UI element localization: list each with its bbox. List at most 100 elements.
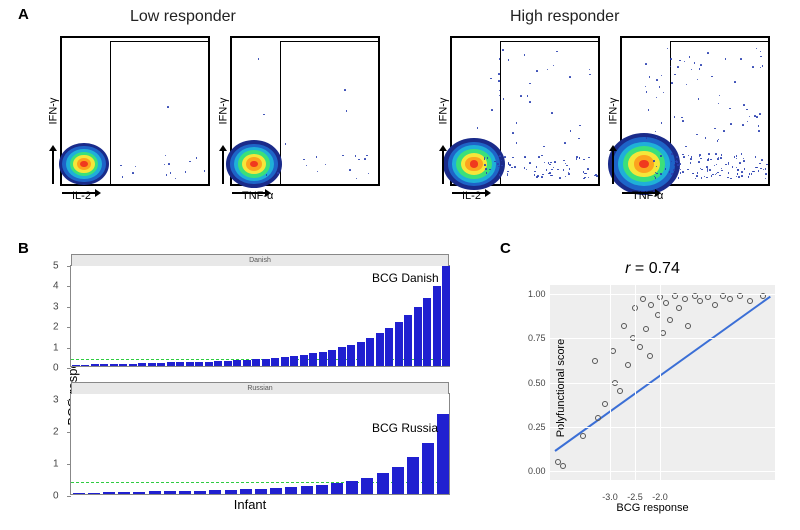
flow-event bbox=[648, 109, 650, 111]
bar bbox=[385, 328, 393, 366]
panel-c-area: r = 0.74 BCG response Polyfunctional sco… bbox=[520, 255, 785, 510]
scatter-point bbox=[712, 302, 718, 308]
bar bbox=[81, 365, 89, 366]
flow-event bbox=[667, 48, 669, 50]
bar bbox=[233, 360, 241, 366]
flow-event bbox=[683, 156, 685, 158]
subplot-header: Russian bbox=[71, 382, 449, 394]
flow-event bbox=[529, 101, 531, 103]
flow-event bbox=[568, 173, 570, 175]
flow-event bbox=[579, 157, 581, 159]
bar bbox=[205, 362, 213, 366]
bar bbox=[224, 361, 232, 366]
bar bbox=[433, 286, 441, 366]
flow-event bbox=[536, 70, 538, 72]
flow-event bbox=[705, 137, 707, 139]
flow-event bbox=[529, 162, 531, 164]
c-ytick: 0.25 bbox=[528, 422, 546, 432]
flow-event bbox=[671, 173, 673, 175]
bar bbox=[118, 492, 130, 494]
bar bbox=[100, 364, 108, 366]
scatter-point bbox=[560, 463, 566, 469]
bar bbox=[376, 333, 384, 366]
flow-event bbox=[509, 164, 511, 166]
flow-event bbox=[659, 86, 661, 88]
bar bbox=[319, 352, 327, 366]
bar bbox=[103, 492, 115, 494]
scatter-point bbox=[747, 298, 753, 304]
bar bbox=[377, 473, 389, 494]
bar bbox=[110, 364, 118, 366]
flow-event bbox=[576, 156, 578, 158]
gate-box bbox=[110, 41, 209, 185]
bar bbox=[290, 356, 298, 366]
y-tick: 2 bbox=[53, 322, 59, 333]
bar bbox=[301, 486, 313, 494]
flow-event bbox=[761, 159, 763, 161]
flow-event bbox=[564, 142, 566, 144]
flow-event bbox=[550, 175, 552, 177]
flow-event bbox=[707, 159, 709, 161]
density-layer bbox=[80, 161, 87, 167]
flow-event bbox=[499, 155, 501, 157]
flow-event bbox=[707, 52, 709, 54]
flow-event bbox=[661, 75, 663, 77]
flow-event bbox=[516, 122, 518, 124]
scatter-point bbox=[592, 358, 598, 364]
flow-plot: IFN-γTNF-α bbox=[230, 36, 380, 186]
flow-event bbox=[696, 175, 698, 177]
flow-event bbox=[682, 171, 684, 173]
flow-event bbox=[730, 123, 732, 125]
scatter-point bbox=[727, 296, 733, 302]
bar bbox=[300, 355, 308, 366]
c-ytick: 0.75 bbox=[528, 333, 546, 343]
flow-event bbox=[507, 171, 509, 173]
flow-event bbox=[751, 173, 753, 175]
scatter-point bbox=[617, 388, 623, 394]
flow-event bbox=[697, 172, 699, 174]
scatter-point bbox=[602, 401, 608, 407]
scatter-point bbox=[682, 296, 688, 302]
group-title-low: Low responder bbox=[130, 8, 236, 26]
bar bbox=[442, 266, 450, 366]
flow-event bbox=[498, 166, 500, 168]
flow-event bbox=[529, 83, 531, 85]
scatter-point bbox=[621, 323, 627, 329]
bar-subplot: Russian0123 bbox=[70, 393, 450, 495]
flow-event bbox=[578, 138, 580, 140]
flow-event bbox=[490, 78, 492, 80]
panel-b-label: B bbox=[18, 240, 29, 257]
flow-event bbox=[690, 158, 692, 160]
bar bbox=[357, 342, 365, 366]
y-tick: 3 bbox=[53, 395, 59, 406]
flow-event bbox=[579, 125, 581, 127]
y-tick: 0 bbox=[53, 363, 59, 374]
y-tick: 0 bbox=[53, 491, 59, 502]
flow-event bbox=[753, 171, 755, 173]
flow-event bbox=[765, 173, 767, 175]
flow-event bbox=[677, 66, 679, 68]
c-ytick: 0.50 bbox=[528, 378, 546, 388]
flow-event bbox=[497, 163, 499, 165]
bar bbox=[88, 493, 100, 494]
flow-event bbox=[682, 120, 684, 122]
flow-ylabel: IFN-γ bbox=[437, 98, 449, 125]
flow-event bbox=[303, 159, 305, 161]
c-ytick: 1.00 bbox=[528, 289, 546, 299]
scatter-point bbox=[663, 300, 669, 306]
flow-event bbox=[316, 156, 318, 158]
flow-event bbox=[649, 76, 651, 78]
flow-event bbox=[168, 163, 170, 165]
bar bbox=[407, 457, 419, 494]
flow-event bbox=[511, 167, 513, 169]
bar bbox=[243, 360, 251, 366]
y-tick: 4 bbox=[53, 281, 59, 292]
flow-event bbox=[737, 169, 739, 171]
bar bbox=[281, 357, 289, 366]
bar bbox=[91, 364, 99, 366]
flow-event bbox=[729, 108, 731, 110]
flow-event bbox=[266, 174, 268, 176]
flow-event bbox=[507, 174, 509, 176]
bar bbox=[262, 359, 270, 366]
flow-event bbox=[748, 176, 750, 178]
